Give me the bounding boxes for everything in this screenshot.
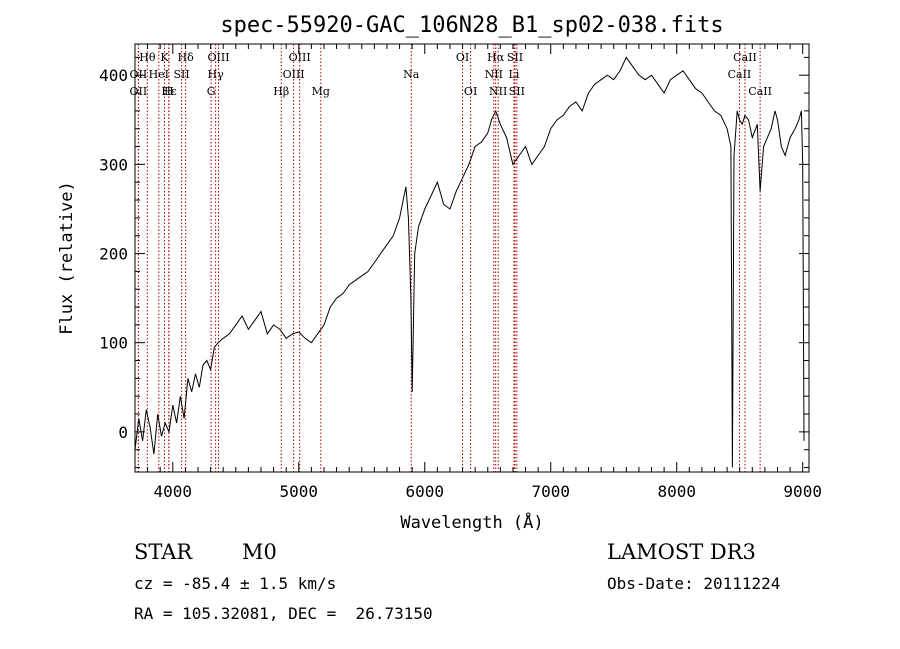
object-class: STAR bbox=[134, 540, 193, 564]
line-marker-label: CaII bbox=[728, 68, 752, 81]
line-marker-label: Hδ bbox=[178, 51, 195, 64]
x-axis: 4000 5000 6000 7000 8000 9000 bbox=[134, 44, 822, 501]
object-subclass: M0 bbox=[242, 540, 277, 564]
line-marker-label: OIII bbox=[207, 51, 229, 64]
line-marker-label: Na bbox=[403, 68, 420, 81]
line-marker-label: G bbox=[207, 85, 216, 98]
x-tick-label: 4000 bbox=[154, 482, 193, 501]
line-marker-label: K bbox=[160, 51, 169, 64]
line-marker-label: Mg bbox=[312, 85, 330, 98]
y-tick-label: 100 bbox=[99, 334, 128, 353]
y-tick-label: 300 bbox=[99, 155, 128, 174]
line-marker-label: Hε bbox=[161, 85, 177, 98]
line-marker-label: NII bbox=[485, 68, 503, 81]
chart-title: spec-55920-GAC_106N28_B1_sp02-038.fits bbox=[220, 13, 723, 38]
redshift-readout: cz = -85.4 ± 1.5 km/s bbox=[134, 574, 337, 593]
x-tick-label: 6000 bbox=[405, 482, 444, 501]
line-marker-label: Li bbox=[509, 68, 520, 81]
line-marker-label: SII bbox=[509, 85, 525, 98]
line-marker-label: SII bbox=[173, 68, 189, 81]
line-markers bbox=[137, 44, 761, 472]
y-tick-label: 400 bbox=[99, 66, 128, 85]
line-marker-label: OI bbox=[464, 85, 477, 98]
line-marker-label: OI bbox=[456, 51, 469, 64]
line-marker-label: OII bbox=[130, 68, 148, 81]
x-tick-label: 7000 bbox=[531, 482, 570, 501]
y-tick-label: 0 bbox=[118, 423, 128, 442]
y-axis-label: Flux (relative) bbox=[57, 181, 77, 335]
y-axis: 0 100 200 300 400 bbox=[99, 56, 809, 469]
line-marker-label: Hγ bbox=[208, 68, 225, 81]
line-marker-label: OIII bbox=[283, 68, 305, 81]
line-marker-label: Hβ bbox=[273, 85, 289, 98]
line-marker-label: SII bbox=[507, 51, 523, 64]
x-tick-label: 5000 bbox=[280, 482, 319, 501]
line-marker-label: H bbox=[164, 85, 174, 98]
observation-date: Obs-Date: 20111224 bbox=[607, 574, 781, 593]
line-marker-label: HeI bbox=[149, 68, 169, 81]
line-marker-label: Hα bbox=[487, 51, 505, 64]
x-tick-label: 8000 bbox=[657, 482, 696, 501]
x-tick-label: 9000 bbox=[783, 482, 822, 501]
coordinates-readout: RA = 105.32081, DEC = 26.73150 bbox=[134, 604, 433, 623]
spectrum-line bbox=[134, 56, 805, 468]
x-axis-label: Wavelength (Å) bbox=[400, 511, 543, 533]
line-marker-label: OIII bbox=[289, 51, 311, 64]
line-marker-label: CaII bbox=[748, 85, 772, 98]
line-marker-label: NII bbox=[489, 85, 507, 98]
survey-name: LAMOST DR3 bbox=[607, 540, 756, 564]
plot-frame bbox=[134, 43, 810, 473]
line-marker-label: OII bbox=[130, 85, 148, 98]
line-marker-label: CaII bbox=[733, 51, 757, 64]
y-tick-label: 200 bbox=[99, 245, 128, 264]
line-marker-label: Hθ bbox=[139, 51, 156, 64]
